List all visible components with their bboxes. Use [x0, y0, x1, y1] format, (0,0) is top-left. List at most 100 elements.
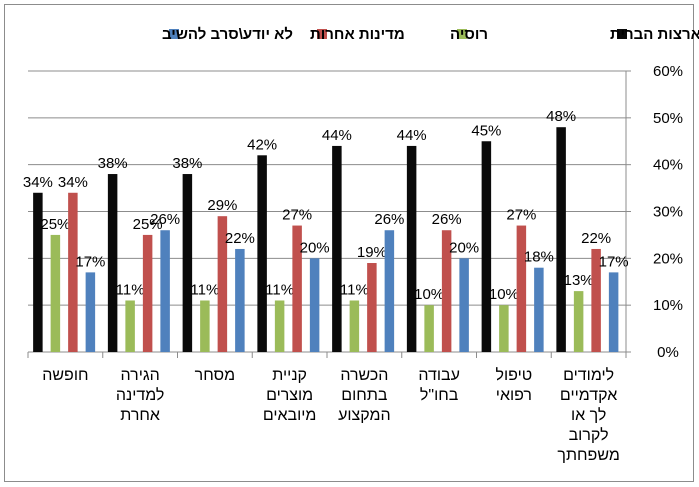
bar: [441, 230, 452, 352]
y-tick-label: 50%: [653, 110, 683, 127]
bar: [68, 192, 78, 352]
data-label: 48%: [546, 108, 576, 125]
x-tick-label: המקצוע: [338, 407, 391, 424]
x-tick-label: מיובאים: [263, 407, 317, 424]
data-label: 42%: [247, 136, 277, 153]
x-tick-label: בתחום: [341, 387, 388, 404]
data-label: 11%: [340, 281, 369, 298]
bar: [160, 230, 170, 352]
bar: [349, 300, 360, 352]
data-label: 38%: [172, 155, 202, 172]
data-label: 29%: [207, 197, 237, 214]
data-label: 11%: [190, 281, 219, 298]
bar: [608, 272, 619, 352]
y-tick-label: 0%: [657, 344, 679, 361]
bar: [50, 234, 61, 352]
data-label: 20%: [300, 239, 330, 256]
x-tick-label: הגירה: [120, 367, 159, 384]
bar: [332, 145, 342, 352]
data-label: 11%: [265, 281, 294, 298]
data-label: 11%: [116, 281, 145, 298]
x-tick-label: טיפול: [496, 366, 533, 384]
data-label: 25%: [40, 216, 70, 233]
x-tick-label: מסחר: [195, 367, 235, 384]
bar: [424, 305, 434, 352]
data-label: 26%: [150, 211, 180, 228]
bar: [573, 291, 584, 352]
bar: [292, 225, 302, 352]
bar: [591, 248, 601, 352]
bar: [516, 225, 527, 352]
data-label: 18%: [524, 249, 554, 266]
bar: [384, 230, 395, 352]
legend-label: לא יודע\סרב להשיב: [162, 26, 293, 43]
data-label: 34%: [58, 174, 88, 191]
x-tick-label: אחרת: [120, 407, 160, 424]
bar: [257, 155, 267, 352]
y-tick-label: 10%: [653, 297, 683, 314]
bar: [200, 300, 210, 352]
data-label: 22%: [581, 230, 611, 247]
legend-swatch: [457, 29, 467, 39]
x-tick-label: משפחתך: [557, 447, 619, 464]
y-tick-label: 60%: [653, 63, 683, 80]
bar: [33, 192, 43, 352]
bar: [309, 258, 320, 352]
x-tick-label: קניית: [272, 367, 307, 384]
bar: [85, 272, 96, 352]
data-label: 26%: [432, 211, 462, 228]
data-label: 27%: [282, 207, 312, 224]
bar: [125, 300, 135, 352]
data-label: 34%: [23, 174, 53, 191]
x-tick-label: רפואי: [496, 387, 532, 404]
bar: [142, 234, 153, 352]
x-tick-label: בחו"ל: [420, 386, 459, 404]
data-label: 10%: [489, 286, 519, 303]
data-label: 10%: [414, 286, 444, 303]
bar: [534, 267, 544, 352]
bar: [235, 248, 245, 352]
data-label: 22%: [225, 230, 255, 247]
bar: [481, 141, 492, 352]
bar: [217, 216, 228, 352]
bar: [556, 127, 566, 352]
data-label: 20%: [449, 239, 479, 256]
legend-swatch: [169, 29, 179, 39]
x-tick-label: לקרוב: [569, 426, 609, 444]
bar: [367, 263, 377, 352]
y-tick-label: 40%: [653, 157, 683, 174]
data-label: 19%: [357, 244, 387, 261]
x-tick-label: הכשרה: [340, 367, 388, 384]
chart-frame: [4, 4, 694, 482]
x-tick-label: חופשה: [42, 367, 88, 384]
bar: [182, 174, 193, 352]
x-tick-label: עבודה: [418, 367, 460, 384]
data-label: 45%: [471, 122, 501, 139]
data-label: 44%: [322, 127, 352, 144]
data-label: 25%: [133, 216, 163, 233]
x-tick-label: לך או: [571, 406, 606, 424]
legend-label: מדינות אחרות: [310, 26, 405, 43]
y-tick-label: 20%: [653, 250, 683, 267]
legend-swatch: [317, 29, 327, 39]
x-tick-label: לימודים: [563, 366, 614, 384]
data-label: 44%: [397, 127, 427, 144]
x-tick-label: למדינה: [116, 386, 165, 404]
data-label: 13%: [564, 272, 594, 289]
x-tick-label: מוצרים: [266, 387, 313, 404]
data-label: 38%: [98, 155, 128, 172]
data-label: 17%: [599, 253, 629, 270]
bar: [499, 305, 509, 352]
x-tick-label: אקדמיים: [560, 387, 617, 404]
legend-label: ארצות הברית: [610, 26, 699, 43]
data-label: 17%: [75, 253, 105, 270]
y-tick-label: 30%: [653, 204, 683, 221]
legend-swatch: [617, 29, 627, 39]
bar: [459, 258, 469, 352]
bar: [274, 300, 285, 352]
legend-label: רוסיה: [450, 26, 488, 43]
bar: [107, 174, 118, 352]
data-label: 27%: [506, 207, 536, 224]
data-label: 26%: [374, 211, 404, 228]
